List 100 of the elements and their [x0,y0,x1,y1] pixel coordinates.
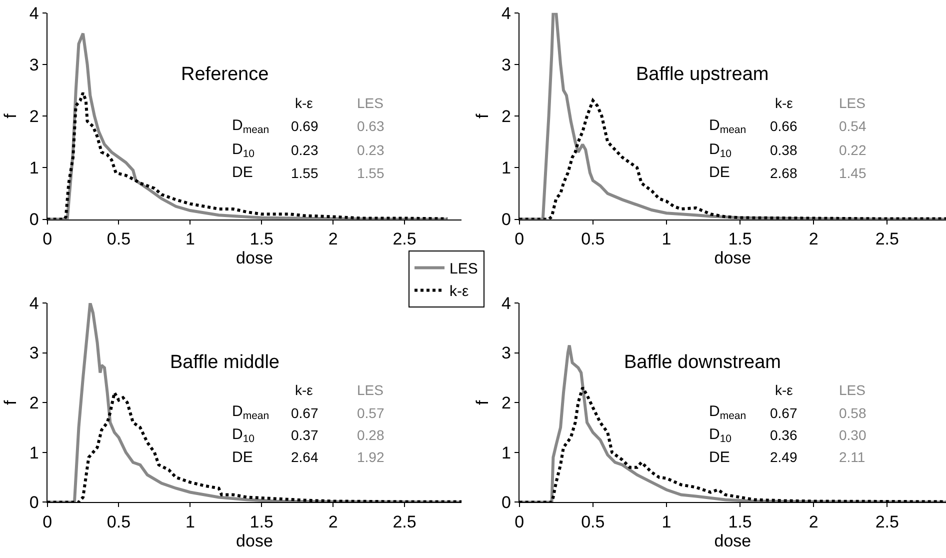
annotation: k-ε [295,95,313,111]
x-tick-label: 0 [42,230,52,249]
y-tick-label: 4 [29,294,39,313]
annotation: D$_{10}$ [232,426,255,446]
x-tick-label: 0 [42,512,52,532]
annotation: k-ε [295,382,313,398]
annotation: 0.57 [357,405,384,421]
y-tick-label: 2 [29,394,39,413]
annotation: 1.45 [839,165,866,181]
y-tick-label: 3 [501,55,511,74]
annotation: 0.63 [357,118,384,134]
y-tick-label: 3 [29,344,39,363]
annotation: DE [709,164,730,181]
y-axis-title: f [473,400,492,405]
annotation: D$_{10}$ [709,426,732,446]
annotation: D$_{10}$ [232,141,255,160]
x-tick-label: 2.5 [875,512,899,532]
annotation: 0.30 [839,427,866,443]
annotation: 0.37 [291,427,318,443]
x-tick-label: 1.5 [250,230,274,249]
x-tick-label: 0.5 [106,230,131,249]
annotation: k-ε [775,95,793,111]
x-tick-label: 2.5 [392,230,416,249]
annotation: D$_{mean}$ [232,117,270,136]
annotation: 0.67 [291,405,318,421]
x-tick-label: 1.5 [250,512,274,532]
annotation: 2.64 [291,449,318,465]
y-tick-label: 1 [501,443,511,462]
annotation: D$_{mean}$ [709,117,746,136]
x-tick-label: 1 [185,512,195,532]
y-axis-title: f [473,113,492,118]
annotation: 0.69 [291,118,318,134]
annotation: 1.55 [291,165,318,181]
x-axis-title: dose [714,532,752,551]
y-tick-label: 1 [29,158,39,178]
annotation: D$_{10}$ [709,141,732,160]
y-tick-label: 0 [29,210,39,230]
annotation: 0.22 [839,142,866,158]
annotation: 0.67 [770,405,798,421]
x-tick-label: 0 [514,512,524,532]
annotation: DE [709,449,730,466]
x-tick-label: 1.5 [728,512,752,532]
y-tick-label: 0 [501,210,511,230]
x-tick-label: 2 [328,230,338,249]
y-tick-label: 3 [501,344,511,363]
x-tick-label: 0 [514,230,524,249]
x-axis-title: dose [236,532,273,551]
annotation: DE [232,449,253,466]
annotation: LES [357,382,384,398]
annotation: k-ε [775,382,793,398]
y-tick-label: 2 [501,107,511,126]
annotation: D$_{mean}$ [709,403,746,422]
y-axis-title: f [0,113,20,118]
x-tick-label: 1.5 [728,230,752,249]
y-tick-label: 0 [501,493,511,512]
x-tick-label: 2 [328,512,338,532]
x-tick-label: 0.5 [581,230,605,249]
annotation: 1.55 [357,165,384,181]
text: Reference [181,64,269,85]
annotation: LES [839,382,866,398]
x-tick-label: 2 [808,512,818,532]
x-tick-label: 1 [185,230,195,249]
y-tick-label: 4 [29,4,39,23]
x-tick-label: 2.5 [392,512,416,532]
text: Baffle upstream [636,64,769,85]
annotation: DE [232,164,253,181]
annotation: 0.23 [291,142,318,158]
y-tick-label: 1 [29,443,39,462]
annotation: 0.38 [770,142,798,158]
x-tick-label: 1 [662,230,672,249]
text: Baffle downstream [624,352,782,373]
y-tick-label: 0 [29,493,39,512]
annotation: D$_{mean}$ [232,403,270,422]
x-tick-label: 2 [808,230,818,249]
y-axis-title: f [0,400,20,405]
x-tick-label: 0.5 [581,512,605,532]
annotation: LES [357,95,384,111]
y-tick-label: 2 [501,394,511,413]
x-axis-title: dose [714,248,752,268]
x-tick-label: 0.5 [106,512,131,532]
annotation: 0.28 [357,427,384,443]
annotation: 2.11 [839,449,866,465]
y-tick-label: 2 [29,107,39,126]
annotation: 0.36 [770,427,798,443]
annotation: LES [839,95,866,111]
annotation: 2.68 [770,165,798,181]
y-tick-label: 4 [501,294,511,313]
y-tick-label: 1 [501,158,511,178]
legend-label: k-ε [450,283,470,300]
legend-label: LES [450,260,478,278]
annotation: 2.49 [770,449,798,465]
x-tick-label: 1 [662,512,672,532]
x-tick-label: 2.5 [875,230,899,249]
annotation: 0.23 [357,142,384,158]
annotation: 1.92 [357,449,384,465]
annotation: 0.54 [839,118,866,134]
text: Baffle middle [170,352,280,373]
y-tick-label: 4 [501,4,511,23]
annotation: 0.66 [770,118,798,134]
annotation: 0.58 [839,405,866,421]
